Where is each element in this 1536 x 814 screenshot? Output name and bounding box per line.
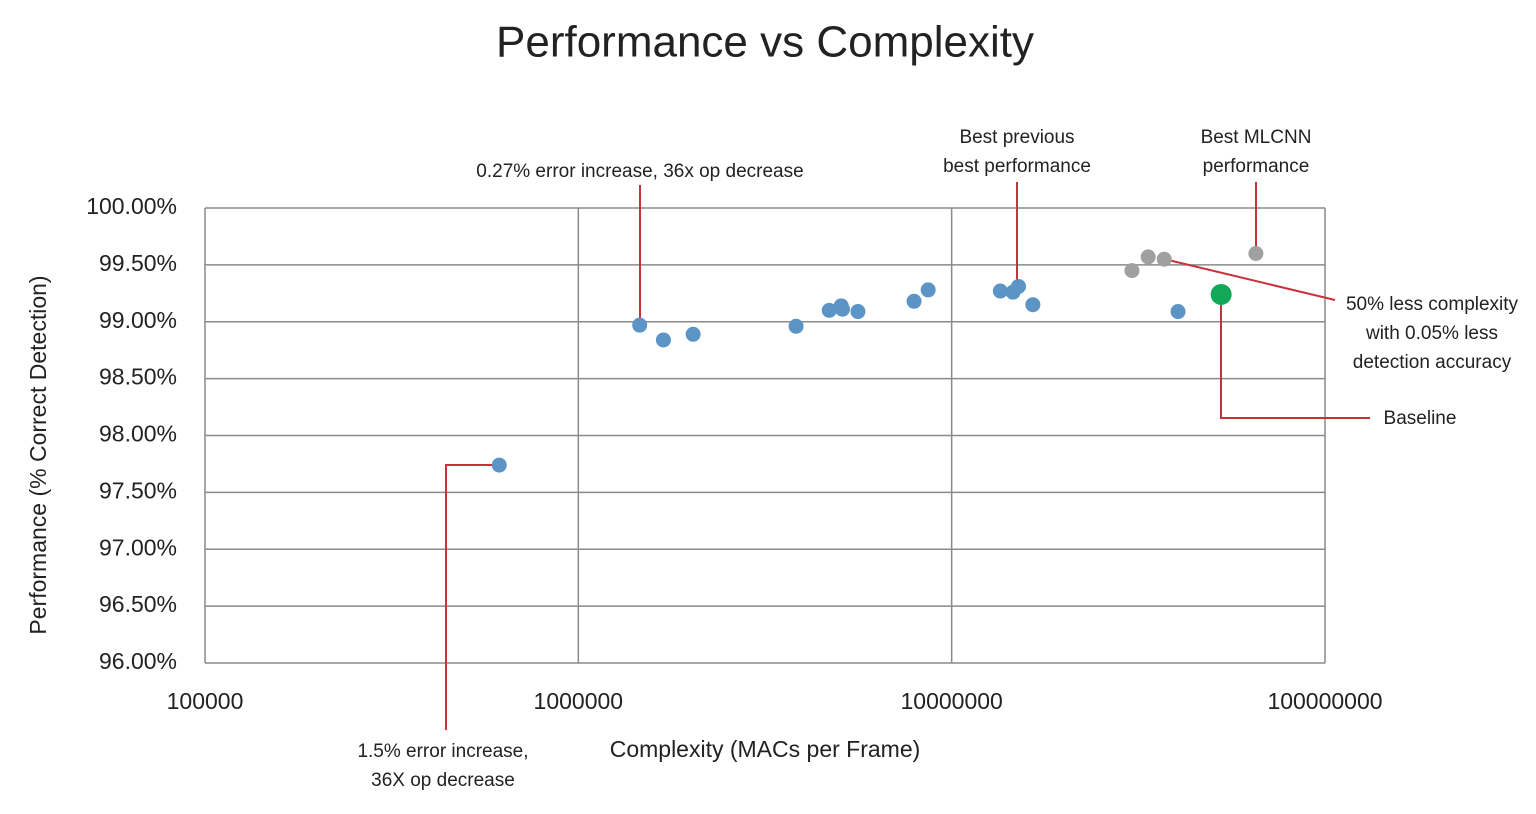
data-point bbox=[491, 457, 507, 473]
x-tick-label: 10000000 bbox=[900, 688, 1002, 714]
annotation: Best previous bbox=[959, 127, 1074, 148]
y-tick-label: 99.50% bbox=[99, 250, 177, 276]
data-point bbox=[1248, 246, 1264, 261]
annotation: with 0.05% less bbox=[1365, 323, 1498, 344]
leader-line bbox=[445, 464, 499, 730]
annotation: 50% less complexity bbox=[1346, 294, 1519, 315]
x-tick-label: 1000000 bbox=[534, 688, 624, 714]
leader-lines bbox=[445, 182, 1370, 730]
annotation: Baseline bbox=[1384, 408, 1457, 429]
x-axis-label: Complexity (MACs per Frame) bbox=[610, 736, 921, 762]
x-tick-label: 100000000 bbox=[1267, 688, 1382, 714]
data-point bbox=[1140, 249, 1156, 265]
y-tick-label: 96.50% bbox=[99, 591, 177, 617]
leader-line bbox=[1220, 295, 1370, 419]
y-axis-label: Performance (% Correct Detection) bbox=[25, 275, 51, 634]
y-tick-label: 98.00% bbox=[99, 421, 177, 447]
data-point bbox=[632, 317, 648, 333]
annotation: 1.5% error increase, bbox=[357, 741, 528, 762]
data-point bbox=[685, 326, 701, 342]
data-point bbox=[906, 293, 922, 309]
y-tick-label: 97.00% bbox=[99, 534, 177, 560]
data-point bbox=[788, 318, 804, 334]
annotation: best performance bbox=[943, 156, 1091, 177]
data-point bbox=[655, 332, 671, 348]
annotation: 0.27% error increase, 36x op decrease bbox=[476, 161, 803, 182]
data-point bbox=[1025, 297, 1041, 313]
annotation: Best MLCNN bbox=[1201, 127, 1312, 148]
data-point bbox=[920, 282, 936, 298]
data-point bbox=[1124, 263, 1140, 279]
data-point bbox=[992, 283, 1008, 299]
data-point bbox=[1170, 304, 1186, 320]
y-tick-label: 98.50% bbox=[99, 364, 177, 390]
y-tick-label: 96.00% bbox=[99, 648, 177, 674]
y-tick-label: 100.00% bbox=[86, 193, 177, 219]
data-point bbox=[1210, 283, 1232, 305]
data-point bbox=[1156, 251, 1172, 267]
y-tick-label: 99.00% bbox=[99, 307, 177, 333]
annotation: performance bbox=[1203, 156, 1310, 177]
data-point bbox=[850, 304, 866, 320]
annotation: detection accuracy bbox=[1353, 352, 1512, 373]
data-point bbox=[821, 302, 837, 318]
chart-title: Performance vs Complexity bbox=[496, 18, 1034, 67]
y-tick-label: 97.50% bbox=[99, 477, 177, 503]
x-tick-label: 100000 bbox=[167, 688, 244, 714]
data-point bbox=[1010, 278, 1026, 294]
data-point bbox=[834, 301, 850, 317]
annotation: 36X op decrease bbox=[371, 770, 515, 791]
leader-line bbox=[1163, 258, 1336, 301]
grid bbox=[204, 207, 1326, 664]
